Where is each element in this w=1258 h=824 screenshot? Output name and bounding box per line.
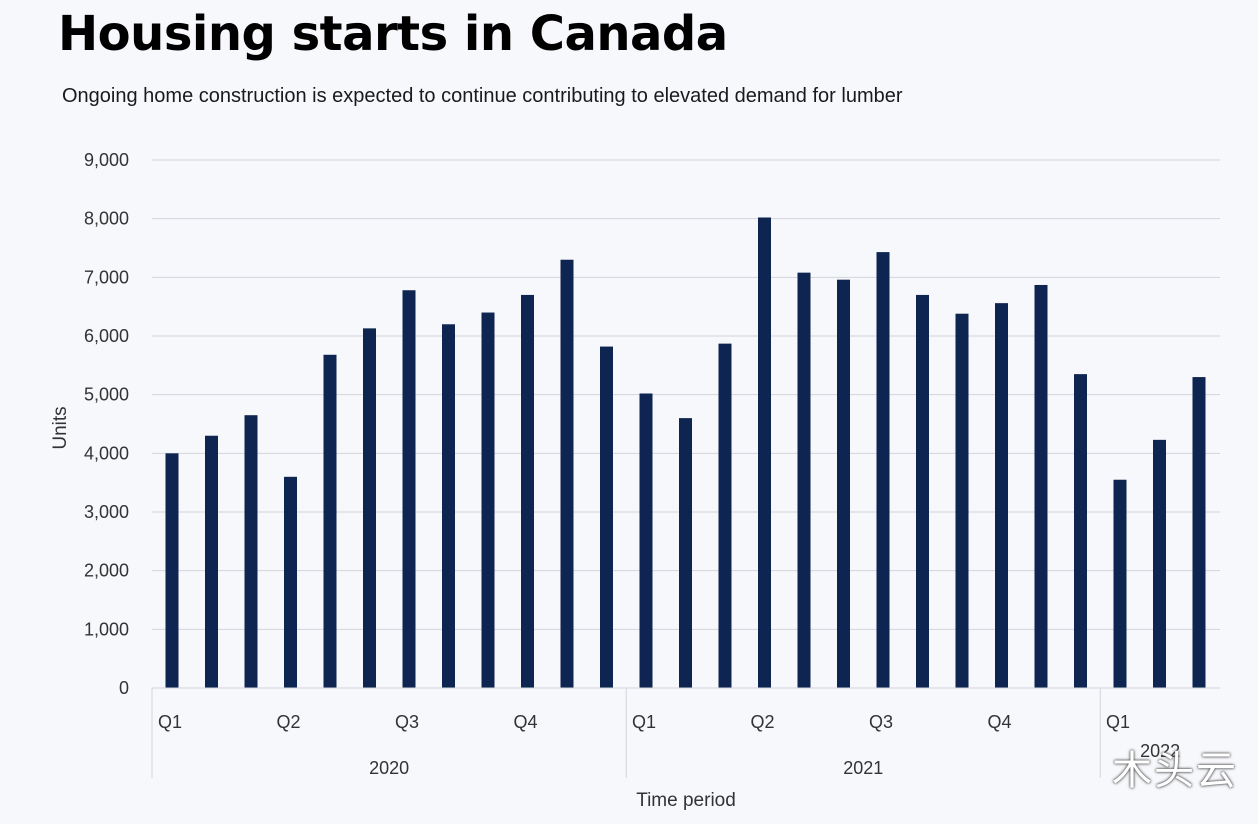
x-group-label: 2020 bbox=[369, 758, 409, 778]
x-tick-label: Q1 bbox=[632, 712, 656, 732]
x-tick-label: Q4 bbox=[514, 712, 538, 732]
bar bbox=[442, 324, 455, 688]
bar bbox=[837, 279, 850, 688]
bar bbox=[1192, 377, 1206, 688]
chart-title: Housing starts in Canada bbox=[58, 6, 728, 62]
x-axis-label: Time period bbox=[636, 790, 736, 811]
bars bbox=[165, 217, 1206, 688]
y-tick-label: 0 bbox=[119, 678, 129, 698]
y-tick-label: 3,000 bbox=[84, 502, 129, 522]
bar bbox=[718, 343, 732, 688]
bar bbox=[1113, 479, 1127, 688]
y-tick-label: 5,000 bbox=[84, 385, 129, 405]
x-axis: Q1 Q2 Q3 Q4 Q1 Q2 Q3 Q4 Q1 2020 2021 2022 bbox=[151, 687, 1220, 778]
bar bbox=[797, 272, 811, 688]
bar bbox=[1074, 374, 1087, 688]
bar bbox=[995, 303, 1008, 688]
bar bbox=[1153, 439, 1166, 688]
y-tick-label: 4,000 bbox=[84, 443, 129, 463]
bar bbox=[600, 346, 613, 688]
x-tick-label: Q2 bbox=[751, 712, 775, 732]
x-group-label: 2021 bbox=[843, 758, 883, 778]
x-tick-label: Q3 bbox=[395, 712, 419, 732]
y-tick-label: 9,000 bbox=[84, 150, 129, 170]
x-tick-label: Q1 bbox=[1106, 712, 1130, 732]
bar bbox=[521, 294, 534, 688]
x-group-label: 2022 bbox=[1140, 741, 1180, 761]
x-tick-label: Q4 bbox=[988, 712, 1012, 732]
y-tick-label: 2,000 bbox=[84, 561, 129, 581]
bar bbox=[363, 328, 376, 688]
bar bbox=[402, 290, 416, 688]
x-tick-label: Q1 bbox=[158, 712, 182, 732]
bar bbox=[679, 418, 692, 688]
bar bbox=[639, 393, 653, 688]
chart-subtitle: Ongoing home construction is expected to… bbox=[62, 85, 903, 107]
watermark-logo: 木头云 bbox=[1112, 748, 1238, 794]
y-tick-label: 8,000 bbox=[84, 209, 129, 229]
x-tick-label: Q2 bbox=[277, 712, 301, 732]
x-tick-label: Q3 bbox=[869, 712, 893, 732]
bar bbox=[165, 453, 179, 688]
bar bbox=[244, 415, 258, 688]
bar bbox=[955, 313, 969, 688]
bar bbox=[758, 217, 771, 688]
y-tick-label: 1,000 bbox=[84, 619, 129, 639]
bar bbox=[876, 252, 890, 688]
bar bbox=[284, 476, 297, 688]
y-tick-label: 6,000 bbox=[84, 326, 129, 346]
bar bbox=[205, 435, 218, 688]
y-axis-ticks: 0 1,000 2,000 3,000 4,000 5,000 6,000 7,000 8,00… bbox=[84, 150, 129, 698]
bar bbox=[560, 259, 574, 688]
bar bbox=[323, 354, 337, 688]
y-axis-label: Units bbox=[50, 406, 71, 449]
bar bbox=[916, 294, 929, 688]
bar bbox=[481, 312, 495, 688]
bar bbox=[1034, 284, 1048, 688]
y-tick-label: 7,000 bbox=[84, 267, 129, 287]
